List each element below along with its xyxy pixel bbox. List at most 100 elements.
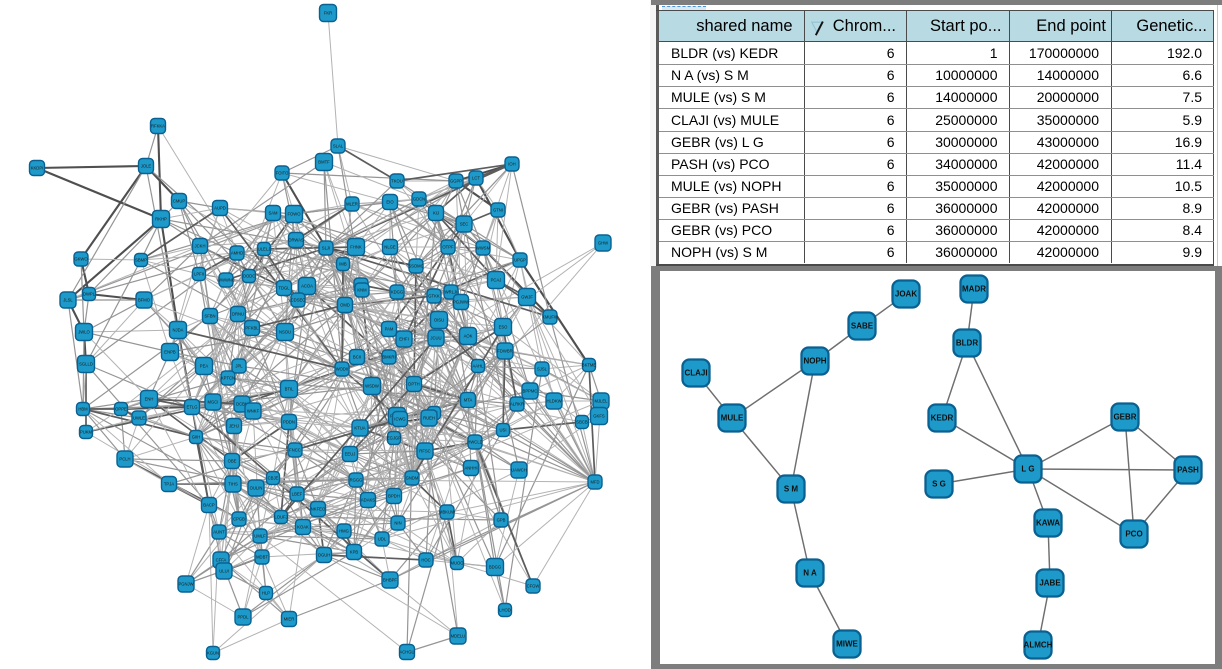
svg-text:IMB: IMB [339,262,347,267]
svg-text:SBCB: SBCB [576,420,588,425]
svg-text:SBMP: SBMP [135,258,147,263]
svg-text:GPB: GPB [497,518,506,523]
svg-text:HLP: HLP [262,591,270,596]
svg-text:MGCI: MGCI [208,400,219,405]
svg-text:HBM: HBM [78,407,88,412]
svg-text:CDSEC: CDSEC [291,298,306,303]
svg-text:CFFA: CFFA [216,558,227,563]
svg-text:FOITO: FOITO [276,171,289,176]
svg-text:DCBN: DCBN [236,402,248,407]
svg-text:WODII: WODII [336,367,349,372]
svg-text:JPL: JPL [235,364,243,369]
svg-text:CLAJI: CLAJI [684,369,707,378]
svg-text:LPFII: LPFII [194,272,204,277]
svg-text:S M: S M [784,485,799,494]
svg-text:SEC: SEC [460,222,469,227]
svg-text:FOWO: FOWO [287,212,301,217]
svg-text:ACOA: ACOA [301,284,313,289]
svg-text:BFMO: BFMO [138,298,151,303]
svg-text:BDGG: BDGG [489,565,501,570]
svg-text:BMTF: BMTF [318,160,330,165]
svg-text:AOK: AOK [464,334,473,339]
svg-text:KEDR: KEDR [931,414,954,423]
svg-text:PCO: PCO [1125,530,1142,539]
svg-text:PASH: PASH [1177,466,1199,475]
svg-text:SAM: SAM [268,211,278,216]
svg-text:GDCN: GDCN [413,197,425,202]
svg-text:NJDA: NJDA [173,328,184,333]
svg-text:OMD: OMD [340,303,350,308]
svg-text:BACP: BACP [203,503,215,508]
svg-text:CPGB: CPGB [233,517,245,522]
svg-text:FNCC: FNCC [289,448,301,453]
svg-text:NSOU: NSOU [279,330,291,335]
svg-text:ALMCH: ALMCH [1024,641,1053,650]
svg-text:HOC: HOC [421,558,430,563]
svg-text:MIER: MIER [284,617,294,622]
svg-text:LCT: LCT [472,176,480,181]
svg-text:AMHD: AMHD [231,251,243,256]
svg-text:PCLH: PCLH [119,457,130,462]
svg-text:GEBR: GEBR [1113,413,1136,422]
svg-text:OTPF: OTPF [442,245,454,250]
svg-text:WWSM: WWSM [476,246,491,251]
svg-text:FHNK: FHNK [350,245,362,250]
svg-text:OULIN: OULIN [250,486,263,491]
svg-text:TPJA: TPJA [164,482,174,487]
svg-text:RFKKA: RFKKA [151,124,165,129]
svg-text:PGJWW: PGJWW [453,300,469,305]
svg-text:RUEH: RUEH [423,416,435,421]
svg-text:ETLG: ETLG [187,405,198,410]
svg-text:RFSC: RFSC [419,449,430,454]
svg-text:SJSL: SJSL [537,367,548,372]
svg-text:GWJF: GWJF [521,295,533,300]
svg-text:PFKBL: PFKBL [245,326,259,331]
svg-text:GHW: GHW [598,241,608,246]
svg-text:LBEF: LBEF [292,492,303,497]
svg-text:MIWE: MIWE [836,640,858,649]
svg-text:BPDH: BPDH [388,494,400,499]
svg-text:OISU: OISU [434,318,444,323]
svg-text:EIO: EIO [386,200,394,205]
svg-text:RGGG: RGGG [350,478,363,483]
svg-text:UPGP: UPGP [514,258,526,263]
svg-text:MLER: MLER [346,202,358,207]
svg-text:PDDN: PDDN [283,420,295,425]
svg-text:MBKUW: MBKUW [439,510,455,515]
svg-text:JCUU: JCUU [430,336,441,341]
svg-text:EGJGP: EGJGP [387,436,401,441]
svg-text:USI: USI [500,428,507,433]
svg-text:BTIL: BTIL [285,387,295,392]
svg-text:BHBPF: BHBPF [383,578,397,583]
svg-text:ESO: ESO [499,325,509,330]
svg-text:N A: N A [803,569,817,578]
svg-text:GNDM: GNDM [406,476,419,481]
svg-text:KGUN: KGUN [207,651,219,656]
svg-text:CFGW: CFGW [527,584,540,589]
svg-text:WNKF: WNKF [247,409,260,414]
svg-text:OPPE: OPPE [115,407,127,412]
svg-text:MFD: MFD [590,480,599,485]
svg-text:DPTH: DPTH [408,382,419,387]
svg-text:TIHS: TIHS [228,482,238,487]
svg-text:NOPH: NOPH [803,357,826,366]
svg-text:HWCLD: HWCLD [467,440,482,445]
svg-text:NIN: NIN [394,521,401,526]
svg-text:ENPB: ENPB [164,350,176,355]
svg-text:JOLE: JOLE [141,164,152,169]
svg-text:SFBN: SFBN [204,314,215,319]
svg-text:MULE: MULE [721,414,744,423]
svg-text:UAWCH: UAWCH [511,468,527,473]
svg-text:MUOO: MUOO [450,561,464,566]
svg-text:AUNT: AUNT [213,530,225,535]
svg-text:DWPL: DWPL [83,292,96,297]
svg-text:MJLEL: MJLEL [594,399,608,404]
svg-text:AUPD: AUPD [214,206,226,211]
svg-text:SSOMC: SSOMC [408,264,423,269]
svg-text:ULUI: ULUI [219,569,229,574]
svg-text:KTUA: KTUA [354,426,365,431]
svg-text:BKTME: BKTME [582,363,597,368]
svg-text:ULELJ: ULELJ [258,247,271,252]
svg-text:OODC: OODC [243,274,256,279]
svg-text:BLDR: BLDR [956,339,978,348]
